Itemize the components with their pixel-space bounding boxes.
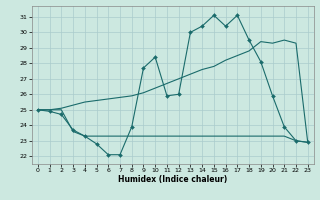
X-axis label: Humidex (Indice chaleur): Humidex (Indice chaleur) xyxy=(118,175,228,184)
